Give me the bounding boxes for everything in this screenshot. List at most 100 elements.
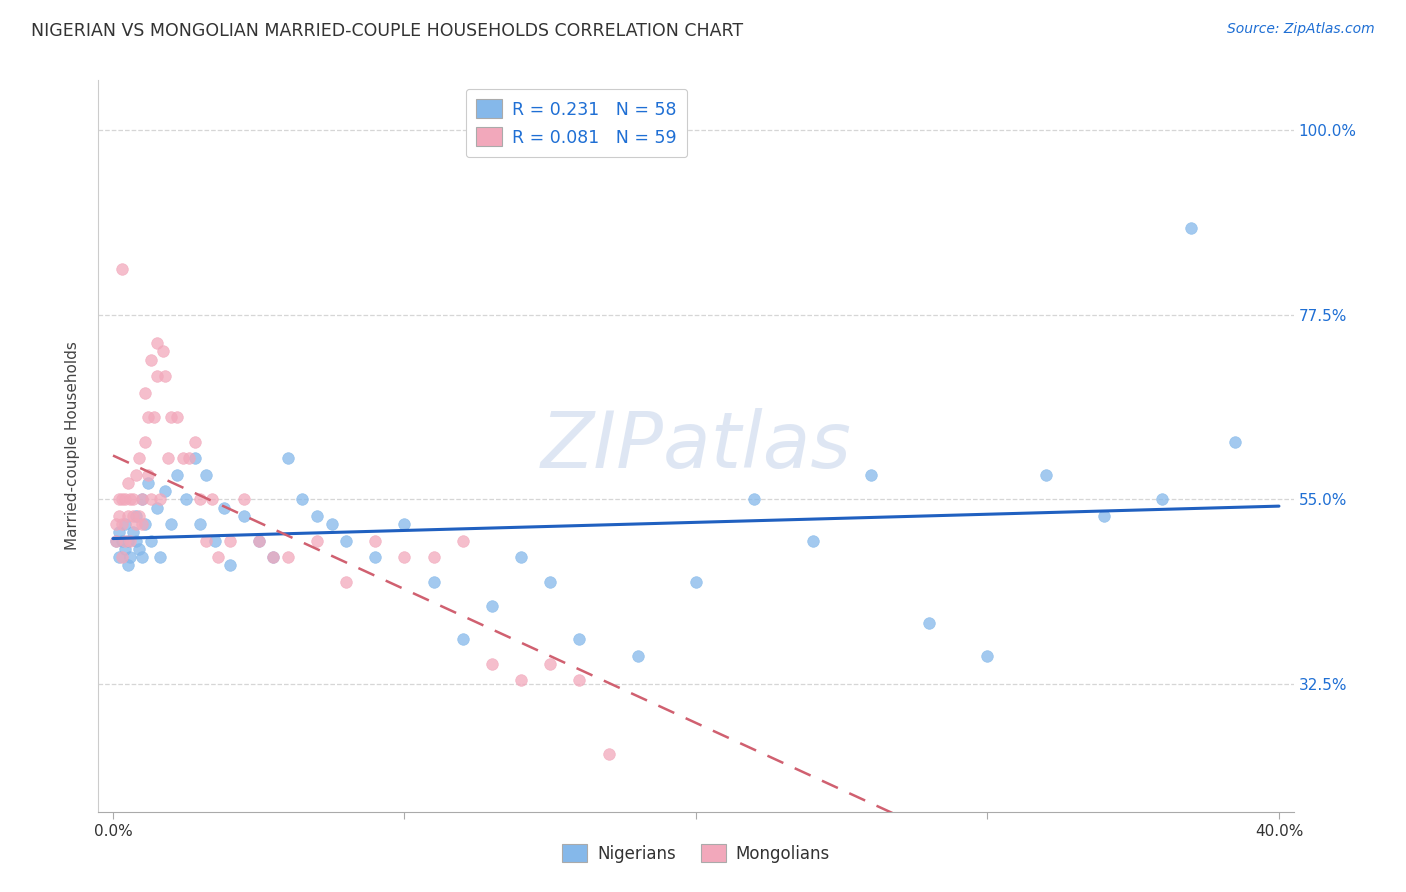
Point <box>212 500 235 515</box>
Point <box>538 657 561 671</box>
Point <box>1180 221 1202 235</box>
Point <box>207 549 229 564</box>
Point <box>685 574 707 589</box>
Point <box>364 533 387 548</box>
Point <box>976 648 998 663</box>
Point <box>111 262 134 277</box>
Point <box>174 492 197 507</box>
Point <box>120 492 142 507</box>
Point <box>114 517 136 532</box>
Point <box>183 451 205 466</box>
Point <box>125 533 148 548</box>
Point <box>136 475 159 490</box>
Point <box>1035 467 1057 482</box>
Point <box>1092 508 1115 523</box>
Point <box>131 549 153 564</box>
Point <box>120 549 142 564</box>
Point <box>918 615 941 630</box>
Point <box>104 533 127 548</box>
Point <box>742 492 765 507</box>
Point <box>335 574 357 589</box>
Point <box>122 508 145 523</box>
Point <box>136 467 159 482</box>
Point <box>262 549 284 564</box>
Point <box>117 558 139 573</box>
Point <box>125 467 148 482</box>
Point <box>125 508 148 523</box>
Point <box>152 344 174 359</box>
Point <box>394 517 416 532</box>
Point <box>139 492 162 507</box>
Point <box>128 508 150 523</box>
Point <box>510 673 533 688</box>
Point <box>120 533 142 548</box>
Legend: Nigerians, Mongolians: Nigerians, Mongolians <box>555 838 837 869</box>
Point <box>155 369 177 384</box>
Point <box>481 657 503 671</box>
Point <box>183 434 205 449</box>
Point <box>801 533 824 548</box>
Point <box>104 533 127 548</box>
Point <box>247 533 270 548</box>
Point <box>859 467 882 482</box>
Point <box>125 517 148 532</box>
Point <box>568 632 591 647</box>
Text: ZIPatlas: ZIPatlas <box>540 408 852 484</box>
Point <box>111 533 134 548</box>
Point <box>136 410 159 425</box>
Point <box>247 533 270 548</box>
Point <box>1225 434 1247 449</box>
Point <box>114 492 136 507</box>
Point <box>262 549 284 564</box>
Point <box>233 492 256 507</box>
Point <box>160 410 183 425</box>
Point <box>145 369 167 384</box>
Point <box>131 492 153 507</box>
Point <box>568 673 591 688</box>
Point <box>291 492 314 507</box>
Point <box>142 410 165 425</box>
Point <box>510 549 533 564</box>
Point <box>128 541 150 556</box>
Point <box>117 508 139 523</box>
Point <box>201 492 224 507</box>
Point <box>422 549 444 564</box>
Point <box>145 500 167 515</box>
Point <box>155 484 177 499</box>
Point <box>204 533 226 548</box>
Point <box>131 517 153 532</box>
Point <box>104 517 127 532</box>
Text: Source: ZipAtlas.com: Source: ZipAtlas.com <box>1227 22 1375 37</box>
Point <box>481 599 503 614</box>
Point <box>134 385 156 400</box>
Point <box>108 525 131 540</box>
Point <box>117 533 139 548</box>
Point <box>149 549 172 564</box>
Point <box>451 533 474 548</box>
Point <box>145 336 167 351</box>
Point <box>166 467 188 482</box>
Point <box>305 508 328 523</box>
Point <box>394 549 416 564</box>
Point <box>157 451 180 466</box>
Point <box>233 508 256 523</box>
Point <box>139 352 162 367</box>
Point <box>422 574 444 589</box>
Point <box>451 632 474 647</box>
Point <box>277 451 299 466</box>
Point <box>1152 492 1174 507</box>
Point <box>160 517 183 532</box>
Point <box>131 492 153 507</box>
Point <box>627 648 650 663</box>
Point <box>218 533 240 548</box>
Point <box>364 549 387 564</box>
Point <box>108 492 131 507</box>
Point <box>166 410 188 425</box>
Point <box>114 541 136 556</box>
Point <box>172 451 194 466</box>
Point <box>134 517 156 532</box>
Point <box>128 451 150 466</box>
Point <box>195 467 218 482</box>
Point <box>117 475 139 490</box>
Point <box>111 517 134 532</box>
